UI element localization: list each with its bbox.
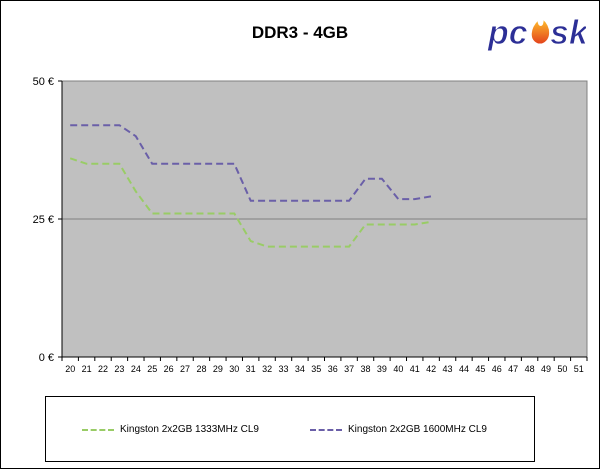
- chart-title: DDR3 - 4GB: [251, 23, 349, 42]
- x-tick-label-29: 29: [213, 364, 223, 374]
- x-tick-label-34: 34: [295, 364, 305, 374]
- x-tick-label-51: 51: [574, 364, 584, 374]
- x-tick-label-46: 46: [492, 364, 502, 374]
- series-line-1: [70, 124, 432, 202]
- y-tick-label-1: 25 €: [33, 214, 54, 226]
- x-tick-label-27: 27: [180, 364, 190, 374]
- x-tick-label-25: 25: [147, 364, 157, 374]
- legend-swatch-1333: [82, 429, 114, 431]
- x-tick-label-20: 20: [65, 364, 75, 374]
- x-tick-label-36: 36: [328, 364, 338, 374]
- legend-label-1600: Kingston 2x2GB 1600MHz CL9: [348, 424, 487, 435]
- x-tick-label-26: 26: [164, 364, 174, 374]
- x-tick-label-41: 41: [410, 364, 420, 374]
- series-line-0: [69, 157, 432, 248]
- x-tick-label-45: 45: [475, 364, 485, 374]
- x-tick-label-35: 35: [311, 364, 321, 374]
- x-tick-label-30: 30: [229, 364, 239, 374]
- svg-text:pc: pc: [487, 14, 528, 52]
- y-tick-label-2: 50 €: [33, 76, 54, 88]
- x-tick-label-50: 50: [557, 364, 567, 374]
- x-tick-label-40: 40: [393, 364, 403, 374]
- x-tick-label-22: 22: [98, 364, 108, 374]
- pcask-logo: pc sk: [487, 14, 587, 53]
- legend-swatch-1600: [310, 429, 342, 431]
- chart-legend: Kingston 2x2GB 1333MHz CL9 Kingston 2x2G…: [45, 396, 535, 462]
- x-tick-label-44: 44: [459, 364, 469, 374]
- legend-label-1333: Kingston 2x2GB 1333MHz CL9: [120, 424, 259, 435]
- x-tick-label-37: 37: [344, 364, 354, 374]
- x-tick-label-24: 24: [131, 364, 141, 374]
- x-tick-label-47: 47: [508, 364, 518, 374]
- y-tick-label-0: 0 €: [39, 352, 54, 364]
- x-tick-label-49: 49: [541, 364, 551, 374]
- x-tick-label-23: 23: [114, 364, 124, 374]
- x-tick-label-21: 21: [82, 364, 92, 374]
- x-tick-label-28: 28: [196, 364, 206, 374]
- x-tick-label-31: 31: [246, 364, 256, 374]
- svg-text:sk: sk: [550, 14, 586, 52]
- x-tick-label-33: 33: [278, 364, 288, 374]
- x-tick-label-43: 43: [443, 364, 453, 374]
- x-tick-label-48: 48: [525, 364, 535, 374]
- x-tick-label-38: 38: [361, 364, 371, 374]
- x-tick-label-42: 42: [426, 364, 436, 374]
- x-tick-label-39: 39: [377, 364, 387, 374]
- x-tick-label-32: 32: [262, 364, 272, 374]
